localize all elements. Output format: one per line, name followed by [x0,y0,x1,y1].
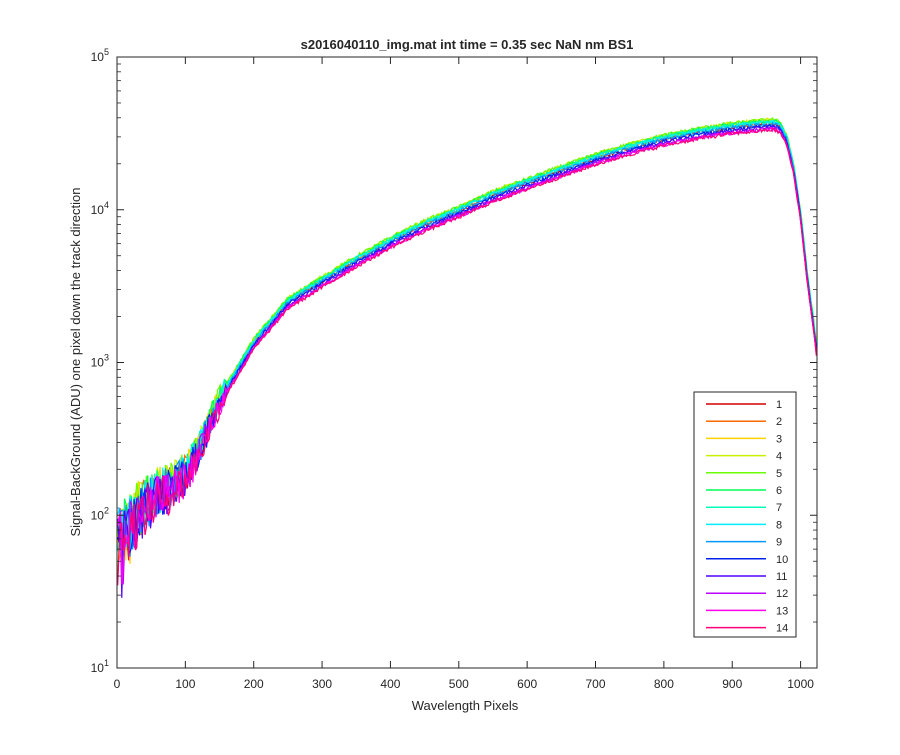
legend-label: 4 [776,451,782,463]
legend-label: 2 [776,416,782,428]
y-tick-label: 103 [91,353,109,370]
x-tick-label: 200 [244,677,264,691]
legend-label: 13 [776,605,788,617]
y-tick-label: 104 [91,200,109,217]
y-tick-base: 10 [91,203,105,217]
legend-label: 10 [776,554,788,566]
series-line-10 [117,123,817,556]
y-tick-exponent: 5 [104,47,109,57]
legend-label: 11 [776,571,787,583]
legend-label: 9 [776,537,782,549]
series-layer [117,117,817,598]
x-tick-label: 400 [380,677,400,691]
chart-title: s2016040110_img.mat int time = 0.35 sec … [301,37,634,52]
legend-label: 3 [776,433,782,445]
y-tick-base: 10 [91,508,105,522]
y-tick-label: 105 [91,47,109,64]
y-tick-exponent: 1 [104,658,109,668]
legend-label: 8 [776,519,782,531]
legend-box [693,391,797,638]
y-tick-label: 102 [91,505,109,522]
x-axis-label: Wavelength Pixels [412,698,519,713]
y-axis-label: Signal-BackGround (ADU) one pixel down t… [68,187,83,536]
y-tick-base: 10 [91,661,105,675]
x-tick-label: 800 [654,677,674,691]
y-tick-base: 10 [91,356,105,370]
legend-label: 6 [776,485,782,497]
y-tick-base: 10 [91,50,105,64]
y-tick-exponent: 3 [104,353,109,363]
series-line-9 [117,121,817,557]
legend-label: 1 [776,399,782,411]
x-ticks: 0 100 200 300 400 500 600 700 800 900 1000 [114,57,814,691]
y-tick-exponent: 2 [104,505,109,515]
series-line-12 [117,126,817,585]
x-tick-label: 0 [114,677,121,691]
legend-label: 12 [776,588,788,600]
series-line-14 [117,127,817,586]
y-tick-exponent: 4 [104,200,109,210]
x-tick-label: 900 [722,677,742,691]
y-tick-label: 101 [91,658,109,675]
x-tick-label: 300 [312,677,332,691]
x-tick-label: 700 [586,677,606,691]
legend-label: 7 [776,502,782,514]
x-tick-label: 100 [175,677,195,691]
legend-label: 14 [776,623,788,635]
x-tick-label: 1000 [787,677,814,691]
x-tick-label: 600 [517,677,537,691]
legend-label: 5 [776,468,782,480]
x-tick-label: 500 [449,677,469,691]
